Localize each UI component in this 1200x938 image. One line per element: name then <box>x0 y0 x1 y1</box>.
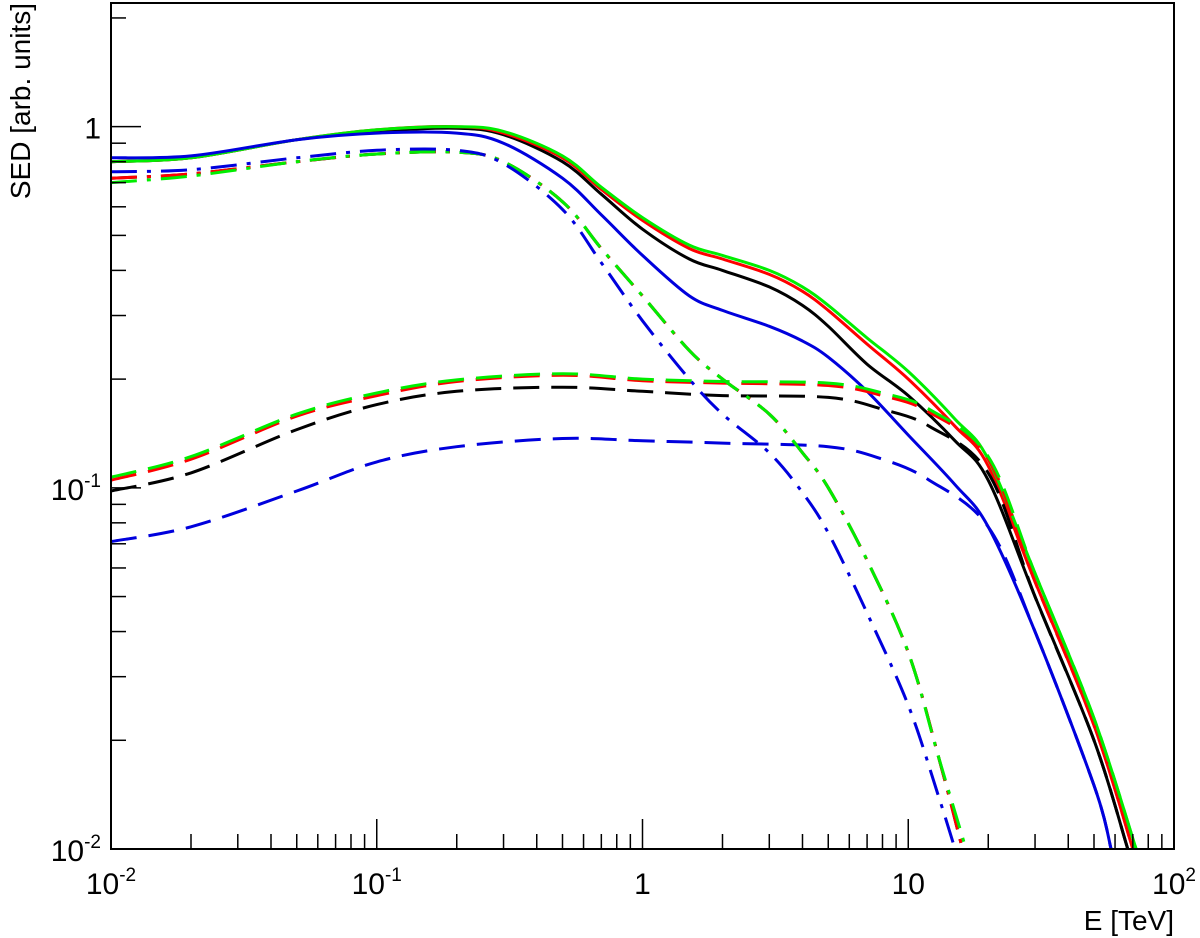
x-axis-label: E [TeV] <box>1084 905 1174 936</box>
y-tick-label: 1 <box>84 113 101 146</box>
x-tick-label: 102 <box>1152 865 1196 901</box>
series-solid-line-4 <box>111 130 1113 849</box>
x-tick-label: 10-1 <box>352 865 402 901</box>
y-tick-label: 10-1 <box>51 471 101 507</box>
x-tick-label: 1 <box>634 868 651 901</box>
y-axis-label: SED [arb. units] <box>5 3 36 199</box>
curve-layer <box>111 125 1138 849</box>
series-dashed-line-5 <box>111 385 1130 849</box>
series-dashdot-line-11 <box>111 150 968 849</box>
series-dashdot-line-12 <box>111 147 957 849</box>
series-dashdot-line-10 <box>111 150 964 849</box>
series-dashed-line-8 <box>111 436 1113 849</box>
x-axis-tick-labels: 10-2 10-1 1 10 102 <box>86 865 1196 901</box>
series-solid-line-1 <box>111 126 1130 849</box>
y-axis-ticks <box>111 17 141 850</box>
x-tick-label: 10 <box>892 868 925 901</box>
series-dashed-line-6 <box>111 373 1135 849</box>
x-tick-label: 10-2 <box>86 865 136 901</box>
y-tick-label: 10-2 <box>51 832 101 868</box>
y-axis-tick-labels: 10-2 10-1 1 <box>51 113 101 868</box>
x-axis-ticks <box>110 819 1163 849</box>
series-dashed-line-7 <box>111 372 1138 849</box>
